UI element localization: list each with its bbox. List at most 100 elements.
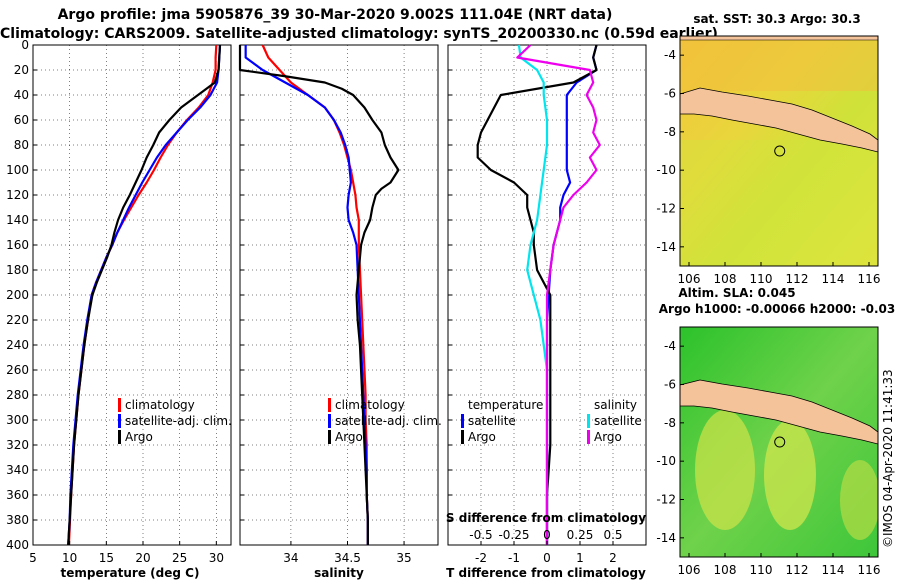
series-line-s-argo bbox=[516, 44, 601, 545]
map-x-tick-label: 108 bbox=[714, 563, 737, 577]
series-line-argo bbox=[238, 45, 400, 545]
map-x-tick-label: 112 bbox=[786, 563, 809, 577]
legend-swatch-t-satellite bbox=[461, 414, 464, 428]
map-y-tick-label: -14 bbox=[656, 531, 676, 545]
legend-swatch-satellite bbox=[118, 414, 121, 428]
legend-satellite: satellite-adj. clim. bbox=[335, 414, 442, 428]
map-y-tick-label: -8 bbox=[664, 125, 676, 139]
map-y-tick-label: -8 bbox=[664, 416, 676, 430]
legend-swatch-climatology bbox=[118, 398, 121, 412]
sla-map-title1: Altim. SLA: 0.045 bbox=[678, 286, 795, 300]
s-difference-label: S difference from climatology bbox=[446, 511, 646, 525]
series-line-argo bbox=[67, 44, 222, 546]
y-tick-label: 220 bbox=[6, 313, 29, 327]
difference-legend: temperature satellite Argo salinity sate… bbox=[461, 398, 642, 444]
x-tick-label: 15 bbox=[99, 551, 114, 565]
series-line-satellite-adj-clim- bbox=[244, 45, 369, 545]
sst-land-north bbox=[680, 36, 878, 41]
y-tick-label: 180 bbox=[6, 263, 29, 277]
sla-map: Altim. SLA: 0.045 Argo h1000: -0.00066 h… bbox=[656, 286, 895, 577]
x-tick-label: 10 bbox=[62, 551, 77, 565]
map-y-tick-label: -12 bbox=[656, 493, 676, 507]
x-tick-label: 34.5 bbox=[334, 551, 361, 565]
y-tick-label: 20 bbox=[14, 63, 29, 77]
s-tick-label: 0.5 bbox=[603, 528, 622, 542]
map-x-tick-label: 110 bbox=[750, 563, 773, 577]
sst-map: sat. SST: 30.3 Argo: 30.3 106 108 110 112 11… bbox=[656, 12, 880, 286]
map-y-tick-label: -4 bbox=[664, 339, 676, 353]
chart-title-line2: Climatology: CARS2009. Satellite-adjuste… bbox=[0, 26, 718, 42]
s-tick-label: 0 bbox=[543, 528, 551, 542]
legend-s-satellite: satellite bbox=[594, 414, 642, 428]
x-tick-label: 20 bbox=[135, 551, 150, 565]
sst-float-marker bbox=[774, 145, 786, 157]
legend-s-argo: Argo bbox=[594, 430, 622, 444]
y-tick-label: 40 bbox=[14, 88, 29, 102]
x-tick-label: 5 bbox=[29, 551, 37, 565]
y-tick-label: 320 bbox=[6, 438, 29, 452]
x-tick-label: 0 bbox=[543, 551, 551, 565]
y-tick-label: 60 bbox=[14, 113, 29, 127]
imos-credit: ©IMOS 04-Apr-2020 11:41:33 bbox=[881, 369, 895, 548]
legend-t-satellite: satellite bbox=[468, 414, 516, 428]
series-line-t-argo bbox=[476, 44, 598, 545]
legend-t-argo: Argo bbox=[468, 430, 496, 444]
map-y-tick-label: -6 bbox=[664, 378, 676, 392]
legend-argo: Argo bbox=[125, 430, 153, 444]
y-tick-label: 160 bbox=[6, 238, 29, 252]
y-tick-label: 80 bbox=[14, 138, 29, 152]
temperature-panel: 0 20 40 60 80 100 120 140 160 180 200 220 240 260 280 3… bbox=[6, 38, 232, 580]
y-tick-label: 380 bbox=[6, 513, 29, 527]
legend-swatch-s-satellite bbox=[587, 414, 590, 428]
chart-title-line1: Argo profile: jma 5905876_39 30-Mar-2020… bbox=[57, 7, 613, 23]
sla-land-java bbox=[680, 379, 878, 445]
y-tick-label: 260 bbox=[6, 363, 29, 377]
map-x-tick-label: 114 bbox=[822, 563, 845, 577]
salinity-xlabel: salinity bbox=[314, 566, 364, 580]
series-line-t-satellite bbox=[545, 44, 598, 545]
legend-swatch-satellite bbox=[328, 414, 331, 428]
y-tick-label: 120 bbox=[6, 188, 29, 202]
x-tick-label: 25 bbox=[172, 551, 187, 565]
y-tick-label: 300 bbox=[6, 413, 29, 427]
salinity-panel: 34 34.5 35 salinity climatology satellite-… bbox=[238, 44, 442, 580]
x-tick-label: 34 bbox=[283, 551, 298, 565]
map-x-tick-label: 116 bbox=[858, 563, 881, 577]
x-tick-label: 30 bbox=[209, 551, 224, 565]
map-y-tick-label: -10 bbox=[656, 163, 676, 177]
y-tick-label: 100 bbox=[6, 163, 29, 177]
map-y-tick-label: -6 bbox=[664, 87, 676, 101]
map-x-tick-label: 106 bbox=[678, 563, 701, 577]
sla-map-title2: Argo h1000: -0.00066 h2000: -0.03 bbox=[659, 302, 895, 316]
s-tick-label: -0.5 bbox=[469, 528, 492, 542]
map-y-tick-label: -12 bbox=[656, 202, 676, 216]
sla-float-marker bbox=[774, 436, 786, 448]
sst-land-java bbox=[680, 87, 878, 153]
legend-swatch-argo bbox=[328, 430, 331, 444]
temperature-legend: climatology satellite-adj. clim. Argo bbox=[118, 398, 232, 444]
x-tick-label: -1 bbox=[508, 551, 520, 565]
legend-climatology: climatology bbox=[335, 398, 405, 412]
legend-argo: Argo bbox=[335, 430, 363, 444]
y-tick-label: 200 bbox=[6, 288, 29, 302]
y-tick-label: 140 bbox=[6, 213, 29, 227]
x-tick-label: 35 bbox=[396, 551, 411, 565]
y-tick-label: 0 bbox=[21, 38, 29, 52]
map-x-tick-label: 116 bbox=[858, 272, 881, 286]
s-tick-label: 0.25 bbox=[567, 528, 594, 542]
map-x-tick-label: 114 bbox=[822, 272, 845, 286]
legend-satellite: satellite-adj. clim. bbox=[125, 414, 232, 428]
map-x-tick-label: 106 bbox=[678, 272, 701, 286]
legend-salinity-title: salinity bbox=[594, 398, 637, 412]
legend-temperature-title: temperature bbox=[468, 398, 543, 412]
legend-swatch-argo bbox=[118, 430, 121, 444]
map-y-tick-label: -14 bbox=[656, 240, 676, 254]
legend-climatology: climatology bbox=[125, 398, 195, 412]
sst-map-title: sat. SST: 30.3 Argo: 30.3 bbox=[693, 12, 860, 26]
legend-swatch-s-argo bbox=[587, 430, 590, 444]
x-tick-label: -2 bbox=[475, 551, 487, 565]
legend-swatch-t-argo bbox=[461, 430, 464, 444]
y-tick-label: 400 bbox=[6, 538, 29, 552]
y-tick-label: 340 bbox=[6, 463, 29, 477]
t-difference-xlabel: T difference from climatology bbox=[446, 566, 646, 580]
